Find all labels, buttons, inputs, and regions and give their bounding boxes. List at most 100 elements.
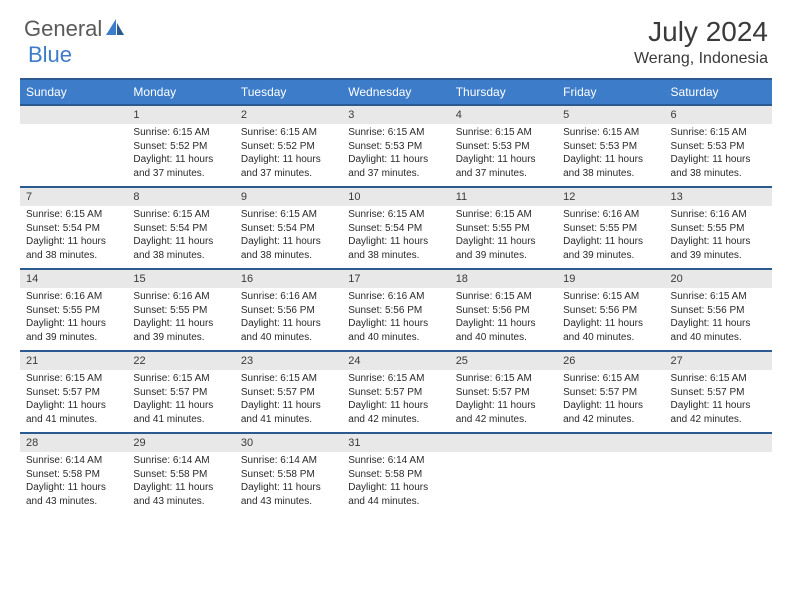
day-number: 18 bbox=[450, 269, 557, 288]
sunset-text: Sunset: 5:57 PM bbox=[241, 386, 336, 400]
day-detail: Sunrise: 6:15 AMSunset: 5:57 PMDaylight:… bbox=[20, 370, 127, 433]
daylight-text: Daylight: 11 hours and 44 minutes. bbox=[348, 481, 443, 508]
week-number-row: 28293031 bbox=[20, 433, 772, 452]
day-detail: Sunrise: 6:15 AMSunset: 5:53 PMDaylight:… bbox=[342, 124, 449, 187]
sunset-text: Sunset: 5:54 PM bbox=[241, 222, 336, 236]
daylight-text: Daylight: 11 hours and 42 minutes. bbox=[456, 399, 551, 426]
daylight-text: Daylight: 11 hours and 37 minutes. bbox=[133, 153, 228, 180]
daylight-text: Daylight: 11 hours and 40 minutes. bbox=[456, 317, 551, 344]
day-number bbox=[557, 433, 664, 452]
daylight-text: Daylight: 11 hours and 40 minutes. bbox=[671, 317, 766, 344]
day-number: 25 bbox=[450, 351, 557, 370]
sunrise-text: Sunrise: 6:15 AM bbox=[563, 372, 658, 386]
sunrise-text: Sunrise: 6:15 AM bbox=[671, 290, 766, 304]
daylight-text: Daylight: 11 hours and 38 minutes. bbox=[671, 153, 766, 180]
sunrise-text: Sunrise: 6:14 AM bbox=[241, 454, 336, 468]
daylight-text: Daylight: 11 hours and 38 minutes. bbox=[348, 235, 443, 262]
sunrise-text: Sunrise: 6:16 AM bbox=[241, 290, 336, 304]
day-number: 1 bbox=[127, 105, 234, 124]
sunset-text: Sunset: 5:54 PM bbox=[348, 222, 443, 236]
day-detail: Sunrise: 6:14 AMSunset: 5:58 PMDaylight:… bbox=[342, 452, 449, 514]
day-detail: Sunrise: 6:15 AMSunset: 5:53 PMDaylight:… bbox=[557, 124, 664, 187]
day-number: 20 bbox=[665, 269, 772, 288]
week-detail-row: Sunrise: 6:16 AM Sunset: 5:55 PM Daylight:… bbox=[20, 288, 772, 351]
day-detail: Sunrise: 6:15 AMSunset: 5:56 PMDaylight:… bbox=[557, 288, 664, 351]
day-detail: Sunrise: 6:15 AMSunset: 5:53 PMDaylight:… bbox=[665, 124, 772, 187]
daylight-text: Daylight: 11 hours and 38 minutes. bbox=[133, 235, 228, 262]
sunset-text: Sunset: 5:58 PM bbox=[241, 468, 336, 482]
location-label: Werang, Indonesia bbox=[634, 50, 768, 68]
sunrise-text: Sunrise: 6:15 AM bbox=[671, 372, 766, 386]
daylight-text: Daylight: 11 hours and 42 minutes. bbox=[563, 399, 658, 426]
sunrise-text: Sunrise: 6:15 AM bbox=[241, 208, 336, 222]
day-number bbox=[20, 105, 127, 124]
week-number-row: 14151617181920 bbox=[20, 269, 772, 288]
day-number: 12 bbox=[557, 187, 664, 206]
day-detail: Sunrise: 6:15 AMSunset: 5:54 PMDaylight:… bbox=[20, 206, 127, 269]
sunrise-text: Sunrise: 6:15 AM bbox=[241, 126, 336, 140]
sunrise-text: Sunrise: 6:16 AM bbox=[671, 208, 766, 222]
day-detail bbox=[665, 452, 772, 514]
sunrise-text: Sunrise: 6:15 AM bbox=[563, 290, 658, 304]
day-number: 2 bbox=[235, 105, 342, 124]
day-number: 10 bbox=[342, 187, 449, 206]
day-header: Tuesday bbox=[235, 79, 342, 105]
day-detail: Sunrise: 6:16 AMSunset: 5:55 PMDaylight:… bbox=[557, 206, 664, 269]
sunset-text: Sunset: 5:53 PM bbox=[456, 140, 551, 154]
day-detail bbox=[20, 124, 127, 187]
day-detail: Sunrise: 6:15 AMSunset: 5:56 PMDaylight:… bbox=[665, 288, 772, 351]
day-header: Friday bbox=[557, 79, 664, 105]
day-header: Sunday bbox=[20, 79, 127, 105]
sunset-text: Sunset: 5:53 PM bbox=[348, 140, 443, 154]
sunset-text: Sunset: 5:55 PM bbox=[563, 222, 658, 236]
week-detail-row: Sunrise: 6:15 AMSunset: 5:52 PMDaylight:… bbox=[20, 124, 772, 187]
day-detail: Sunrise: 6:16 AMSunset: 5:56 PMDaylight:… bbox=[235, 288, 342, 351]
sunset-text: Sunset: 5:52 PM bbox=[241, 140, 336, 154]
day-header: Monday bbox=[127, 79, 234, 105]
sunrise-text: Sunrise: 6:15 AM bbox=[133, 126, 228, 140]
daylight-text: Daylight: 11 hours and 42 minutes. bbox=[671, 399, 766, 426]
day-number: 28 bbox=[20, 433, 127, 452]
day-number: 17 bbox=[342, 269, 449, 288]
brand-text-2: Blue bbox=[28, 42, 72, 67]
sunset-text: Sunset: 5:57 PM bbox=[348, 386, 443, 400]
sunrise-text: Sunrise: 6:16 AM bbox=[348, 290, 443, 304]
sunrise-text: Sunrise: 6:15 AM bbox=[563, 126, 658, 140]
day-number: 30 bbox=[235, 433, 342, 452]
day-number: 11 bbox=[450, 187, 557, 206]
sunrise-text: Sunrise: 6:15 AM bbox=[348, 126, 443, 140]
day-number: 16 bbox=[235, 269, 342, 288]
sunset-text: Sunset: 5:52 PM bbox=[133, 140, 228, 154]
sunset-text: Sunset: 5:58 PM bbox=[133, 468, 228, 482]
brand-text-1: General bbox=[24, 16, 102, 42]
day-number: 8 bbox=[127, 187, 234, 206]
week-detail-row: Sunrise: 6:15 AMSunset: 5:54 PMDaylight:… bbox=[20, 206, 772, 269]
day-number: 5 bbox=[557, 105, 664, 124]
day-detail bbox=[557, 452, 664, 514]
day-detail: Sunrise: 6:16 AMSunset: 5:55 PMDaylight:… bbox=[127, 288, 234, 351]
sunrise-text: Sunrise: 6:15 AM bbox=[241, 372, 336, 386]
daylight-text: Daylight: 11 hours and 37 minutes. bbox=[348, 153, 443, 180]
day-number: 27 bbox=[665, 351, 772, 370]
sunset-text: Sunset: 5:55 PM bbox=[26, 304, 121, 318]
day-detail: Sunrise: 6:15 AMSunset: 5:57 PMDaylight:… bbox=[342, 370, 449, 433]
day-detail: Sunrise: 6:15 AMSunset: 5:54 PMDaylight:… bbox=[342, 206, 449, 269]
day-number bbox=[450, 433, 557, 452]
month-title: July 2024 bbox=[634, 16, 768, 48]
sunset-text: Sunset: 5:56 PM bbox=[241, 304, 336, 318]
sunset-text: Sunset: 5:57 PM bbox=[563, 386, 658, 400]
day-number: 23 bbox=[235, 351, 342, 370]
daylight-text: Daylight: 11 hours and 37 minutes. bbox=[241, 153, 336, 180]
daylight-text: Daylight: 11 hours and 41 minutes. bbox=[241, 399, 336, 426]
day-detail: Sunrise: 6:15 AMSunset: 5:54 PMDaylight:… bbox=[235, 206, 342, 269]
day-detail: Sunrise: 6:15 AMSunset: 5:57 PMDaylight:… bbox=[450, 370, 557, 433]
day-header: Thursday bbox=[450, 79, 557, 105]
title-block: July 2024 Werang, Indonesia bbox=[634, 16, 768, 68]
daylight-text: Daylight: 11 hours and 39 minutes. bbox=[456, 235, 551, 262]
day-number: 3 bbox=[342, 105, 449, 124]
day-number bbox=[665, 433, 772, 452]
calendar-table: SundayMondayTuesdayWednesdayThursdayFrid… bbox=[20, 78, 772, 514]
day-header-row: SundayMondayTuesdayWednesdayThursdayFrid… bbox=[20, 79, 772, 105]
daylight-text: Daylight: 11 hours and 38 minutes. bbox=[241, 235, 336, 262]
daylight-text: Daylight: 11 hours and 43 minutes. bbox=[241, 481, 336, 508]
